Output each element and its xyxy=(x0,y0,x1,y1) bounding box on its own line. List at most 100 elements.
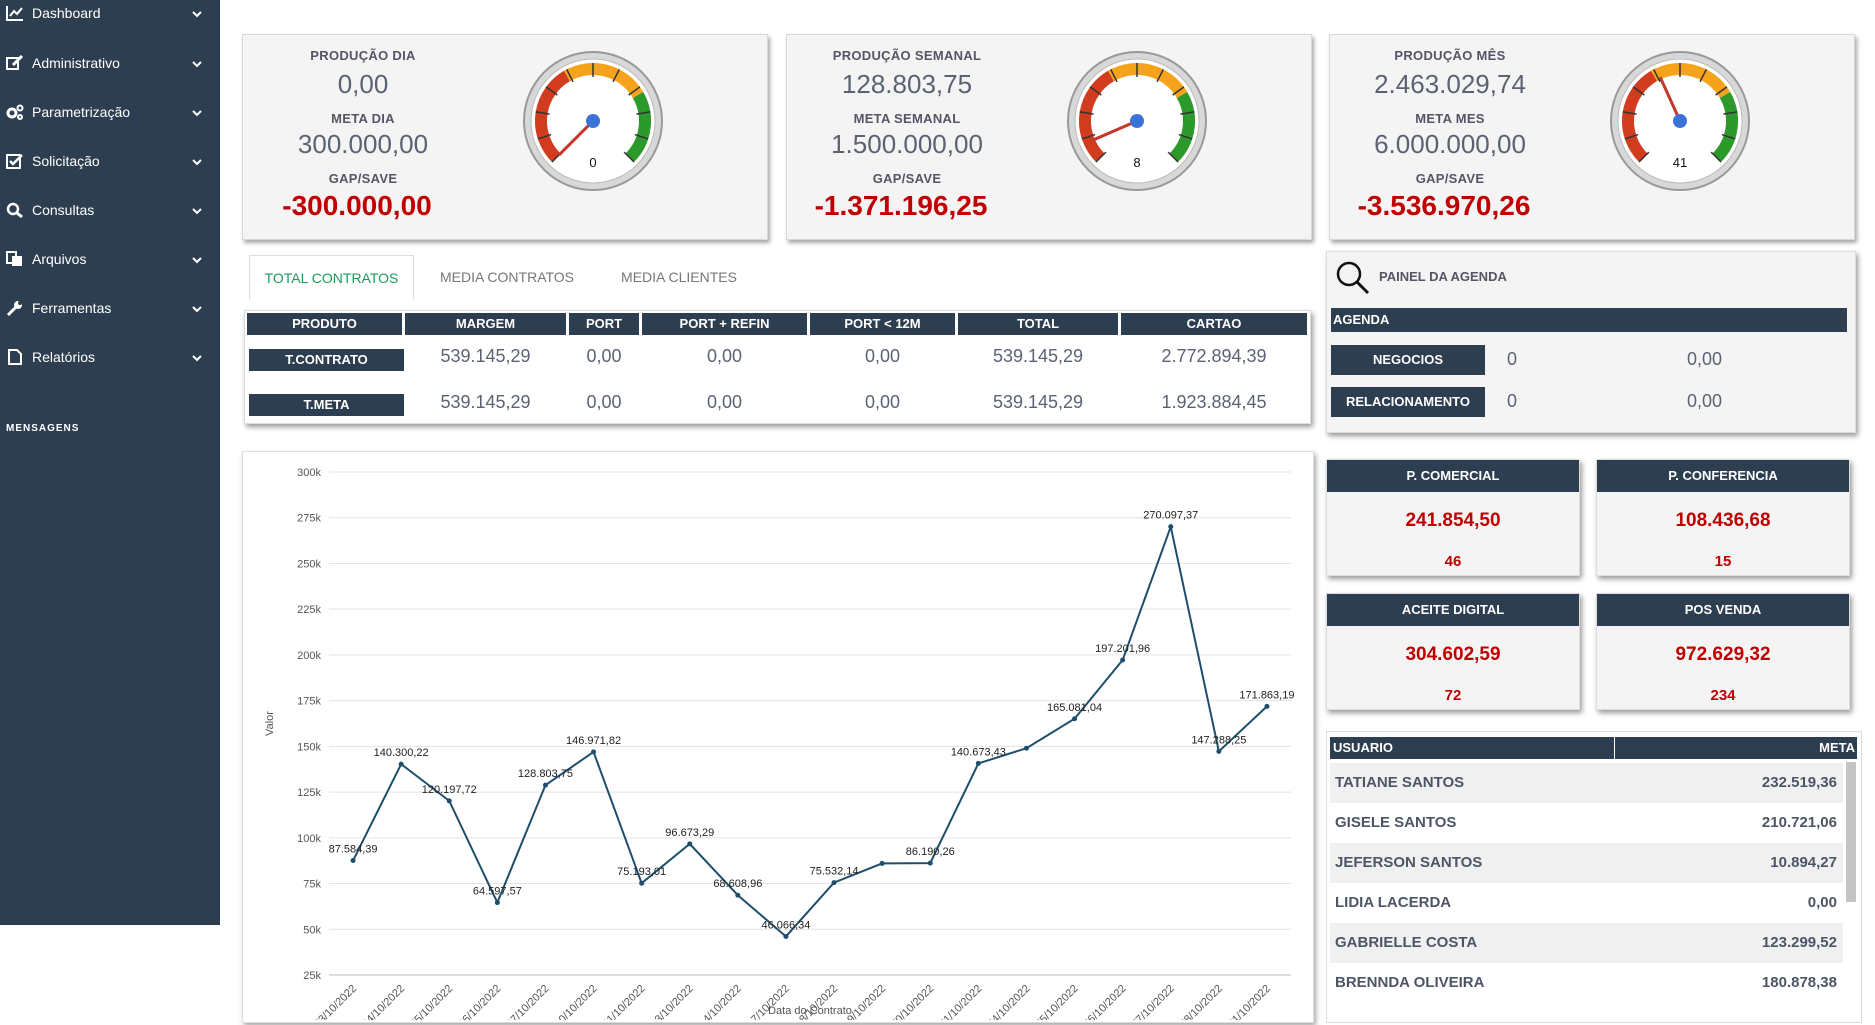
kpi-gap-label: GAP/SAVE xyxy=(1415,171,1485,186)
edit-icon xyxy=(6,54,24,72)
negocios-button[interactable]: NEGOCIOS xyxy=(1331,345,1485,375)
x-tick-label: 28/10/2022 xyxy=(1178,983,1225,1020)
x-tick-label: 03/10/2022 xyxy=(312,983,359,1020)
gauge-needle xyxy=(557,119,595,157)
kpi-gap-label: GAP/SAVE xyxy=(328,171,398,186)
table-header-meta: META xyxy=(1615,737,1857,759)
table-cell: 539.145,29 xyxy=(440,392,531,412)
sidebar-item-solicitacao[interactable]: Solicitação xyxy=(0,146,220,176)
table-row[interactable]: LIDIA LACERDA 0,00 xyxy=(1330,883,1843,923)
data-point[interactable] xyxy=(1023,745,1029,751)
magnifier-icon[interactable] xyxy=(1335,260,1371,301)
table-row[interactable]: TATIANE SANTOS 232.519,36 xyxy=(1330,763,1843,803)
x-tick-label: 07/10/2022 xyxy=(504,983,551,1020)
gauge-tick xyxy=(1622,111,1637,115)
search-icon xyxy=(6,201,24,219)
data-point[interactable] xyxy=(1216,748,1222,754)
data-label: 128.803,75 xyxy=(518,768,573,780)
sidebar-item-relatorios[interactable]: Relatórios xyxy=(0,342,220,372)
y-tick-label: 250k xyxy=(297,558,321,570)
user-meta: 180.878,38 xyxy=(1761,974,1837,991)
chevron-down-icon xyxy=(192,349,202,365)
table-cell: 0,00 xyxy=(706,346,743,366)
table-cell: 539.145,29 xyxy=(992,392,1084,412)
data-point[interactable] xyxy=(975,760,981,766)
kpi-meta-value: 1.500.000,00 xyxy=(831,129,983,159)
table-row[interactable]: GISELE SANTOS 210.721,06 xyxy=(1330,803,1843,843)
sidebar-item-arquivos[interactable]: Arquivos xyxy=(0,244,220,274)
data-label: 140.673,43 xyxy=(951,746,1006,758)
data-point[interactable] xyxy=(927,860,933,866)
data-point[interactable] xyxy=(591,749,597,755)
data-point[interactable] xyxy=(350,858,356,864)
y-tick-label: 25k xyxy=(303,970,321,982)
kpi-label: PRODUÇÃO MÊS xyxy=(1394,48,1506,63)
tab-media-contratos[interactable]: MEDIA CONTRATOS xyxy=(439,269,575,285)
stat-title: P. COMERCIAL xyxy=(1327,460,1579,492)
table-cell: 0,00 xyxy=(586,346,622,366)
sidebar: Dashboard Administrativo Parametrização … xyxy=(0,0,220,925)
data-point[interactable] xyxy=(494,900,500,906)
gauge-band-green xyxy=(625,92,651,163)
sidebar-item-consultas[interactable]: Consultas xyxy=(0,195,220,225)
gauge-tick xyxy=(1721,133,1736,140)
table-row[interactable]: JEFERSON SANTOS 10.894,27 xyxy=(1330,843,1843,883)
chart-line-icon xyxy=(6,4,24,22)
data-point[interactable] xyxy=(687,841,693,847)
gauge-tick xyxy=(545,86,558,96)
messages-section-title: MENSAGENS xyxy=(6,423,80,434)
y-tick-label: 50k xyxy=(303,924,321,936)
data-point[interactable] xyxy=(1168,524,1174,530)
data-point[interactable] xyxy=(783,933,789,939)
kpi-card-semanal: PRODUÇÃO SEMANAL 128.803,75 META SEMANAL… xyxy=(786,34,1312,240)
tab-total-contratos[interactable]: TOTAL CONTRATOS xyxy=(249,255,414,300)
data-point[interactable] xyxy=(879,860,885,866)
data-point[interactable] xyxy=(1264,703,1270,709)
data-point[interactable] xyxy=(735,892,741,898)
table-row[interactable]: GABRIELLE COSTA 123.299,52 xyxy=(1330,923,1843,963)
table-header: MARGEM xyxy=(405,313,566,335)
sidebar-item-parametrizacao[interactable]: Parametrização xyxy=(0,97,220,127)
scrollbar-thumb[interactable] xyxy=(1846,762,1856,902)
user-meta: 10.894,27 xyxy=(1770,854,1837,871)
chevron-down-icon xyxy=(192,55,202,71)
gauge: 8 xyxy=(1065,49,1209,198)
sidebar-item-label: Dashboard xyxy=(32,5,101,21)
stat-title: P. CONFERENCIA xyxy=(1597,460,1849,492)
kpi-gap-value: -300.000,00 xyxy=(282,190,432,221)
data-point[interactable] xyxy=(639,880,645,886)
y-tick-label: 300k xyxy=(297,467,321,479)
sidebar-item-dashboard[interactable]: Dashboard xyxy=(0,0,220,28)
data-label: 87.584,39 xyxy=(329,844,378,856)
gauge-svg: 0 xyxy=(523,51,663,191)
kpi-label: PRODUÇÃO SEMANAL xyxy=(832,48,982,63)
gauge-tick xyxy=(634,133,649,140)
x-tick-label: 20/10/2022 xyxy=(889,983,936,1020)
stat-card-aceite-digital: ACEITE DIGITAL 304.602,59 72 xyxy=(1326,593,1580,710)
gauge-tick xyxy=(612,68,620,83)
x-tick-label: 24/10/2022 xyxy=(985,983,1032,1020)
x-tick-label: 14/10/2022 xyxy=(697,983,744,1020)
tab-media-clientes[interactable]: MEDIA CLIENTES xyxy=(621,269,737,285)
table-cell: 539.145,29 xyxy=(992,346,1084,366)
table-header: PORT + REFIN xyxy=(642,313,807,335)
gauge-svg: 8 xyxy=(1067,51,1207,191)
data-point[interactable] xyxy=(831,880,837,886)
table-cell: 1.923.884,45 xyxy=(1161,392,1267,412)
relacionamento-button[interactable]: RELACIONAMENTO xyxy=(1331,387,1485,417)
sidebar-item-label: Arquivos xyxy=(32,251,87,267)
sidebar-item-administrativo[interactable]: Administrativo xyxy=(0,48,220,78)
data-point[interactable] xyxy=(1120,657,1126,663)
data-point[interactable] xyxy=(1072,716,1078,722)
data-label: 165.081,04 xyxy=(1047,702,1102,714)
user-meta: 210.721,06 xyxy=(1761,814,1837,831)
gauge-value-label: 8 xyxy=(1133,155,1140,170)
gauge-needle xyxy=(1658,76,1682,122)
data-point[interactable] xyxy=(446,798,452,804)
sidebar-item-ferramentas[interactable]: Ferramentas xyxy=(0,293,220,323)
stat-title: POS VENDA xyxy=(1597,594,1849,626)
x-tick-label: 13/10/2022 xyxy=(648,983,695,1020)
table-row[interactable]: BRENNDA OLIVEIRA 180.878,38 xyxy=(1330,963,1843,1003)
data-point[interactable] xyxy=(398,761,404,767)
data-point[interactable] xyxy=(542,782,548,788)
